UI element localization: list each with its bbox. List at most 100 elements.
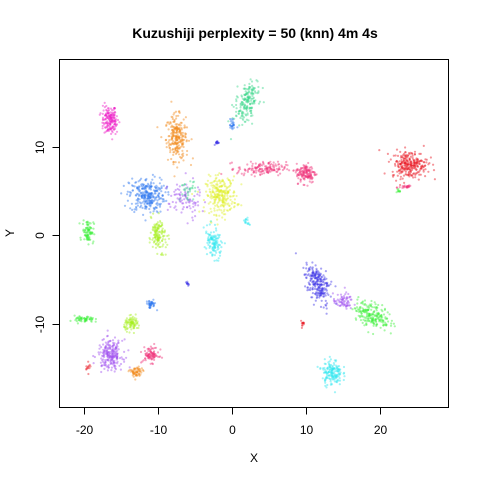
data-point [220,184,223,187]
data-point [302,174,305,177]
data-point [319,273,322,276]
data-point [406,159,409,162]
data-point [102,348,105,351]
data-point [107,129,110,133]
data-point [156,252,159,255]
data-point [343,286,346,289]
data-point [128,194,131,198]
x-tick-label: -10 [150,423,168,437]
data-point [176,197,179,200]
data-point [214,243,217,246]
data-point [110,369,113,372]
data-point [176,142,179,145]
data-point [185,140,188,143]
data-point [266,167,269,170]
data-point [175,125,178,128]
data-point [332,362,335,365]
data-point [208,223,211,226]
data-point [217,257,220,260]
data-point [174,137,177,140]
data-point [401,154,405,157]
data-point [208,238,211,242]
data-point [169,143,172,146]
data-point [245,109,248,112]
data-point [333,372,336,375]
data-point [270,163,273,166]
data-point [399,183,402,187]
data-point [79,238,82,241]
data-point [280,164,283,167]
data-point [117,341,120,344]
data-point [128,326,131,329]
data-point [364,319,367,322]
data-point [169,143,173,146]
data-point [308,174,311,177]
data-point [149,300,152,304]
data-point [107,366,110,369]
data-point [161,239,164,243]
data-point [106,369,109,372]
data-point [109,116,112,119]
data-point [182,154,185,157]
data-point [240,172,243,175]
data-point [180,128,183,131]
data-point [314,273,317,276]
data-point [153,230,156,233]
data-point [104,118,107,121]
data-point [329,283,332,286]
data-point [198,194,201,197]
data-point [136,320,139,323]
data-point [90,231,94,234]
data-point [371,319,374,322]
data-point [158,188,161,191]
data-point [296,167,299,171]
data-point [132,184,135,188]
data-point [419,173,422,176]
data-point [111,119,114,123]
data-point [420,167,423,170]
data-point [129,316,132,320]
data-point [152,233,156,236]
data-point [300,175,303,178]
x-tick-label: 20 [374,423,388,437]
data-point [246,104,249,108]
data-point [375,307,378,310]
data-point [416,157,419,161]
data-point [154,234,157,237]
data-point [213,191,216,194]
data-point [74,319,77,322]
data-point [88,238,91,241]
data-point [345,302,348,305]
data-point [306,175,309,178]
data-point [217,200,220,203]
data-point [255,171,258,174]
data-point [247,100,251,103]
data-point [222,190,225,193]
data-point [271,165,274,168]
data-point [215,196,218,199]
data-point [150,302,153,306]
data-point [215,195,218,198]
data-point [407,152,411,155]
data-point [132,318,135,321]
data-point [103,131,106,134]
data-point [130,321,133,325]
data-point [245,92,248,95]
data-point [305,261,308,264]
data-point [398,190,401,193]
data-point [375,314,378,317]
data-point [403,161,406,164]
data-point [79,319,82,322]
data-point [214,198,217,201]
data-point [329,380,332,383]
data-point [85,226,88,229]
data-point [109,117,112,120]
data-point [322,371,326,374]
data-point [211,249,215,252]
data-point [355,310,358,313]
data-point [189,180,192,183]
data-point [92,227,95,230]
data-point [175,143,178,146]
data-point [303,178,306,181]
data-point [326,368,329,371]
